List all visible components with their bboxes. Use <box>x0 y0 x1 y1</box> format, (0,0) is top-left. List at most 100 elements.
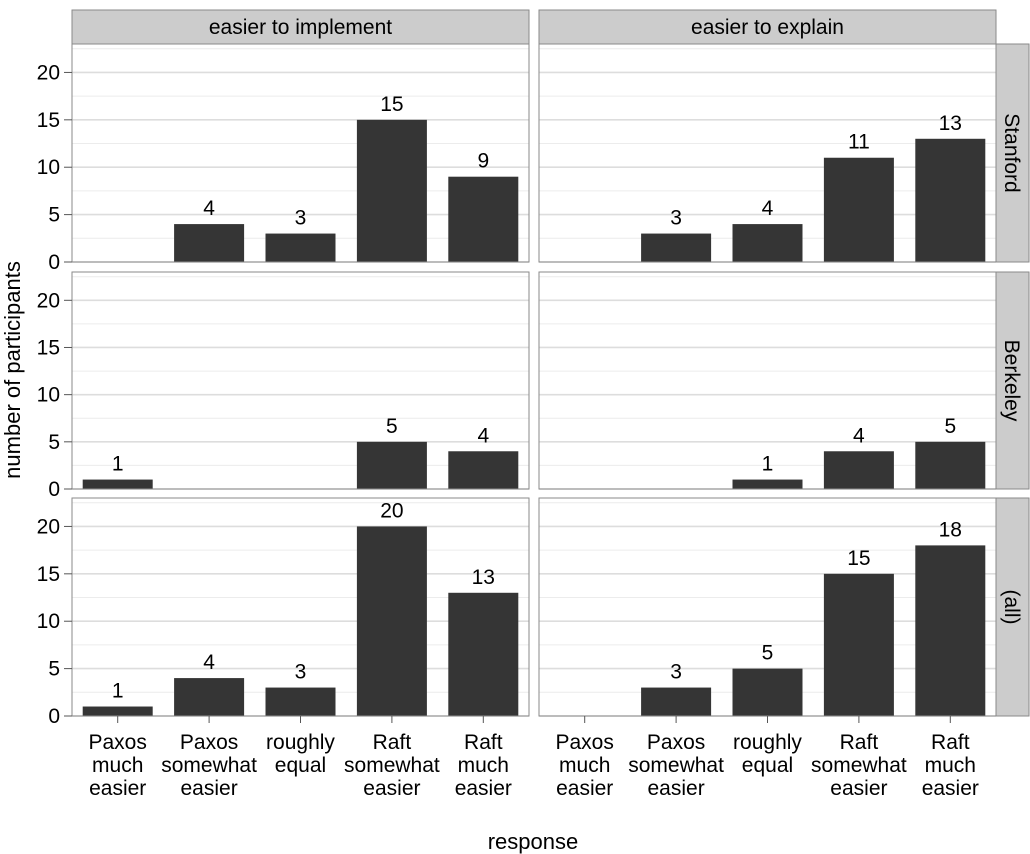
bar <box>265 233 336 262</box>
bar <box>82 706 153 716</box>
bar-value-label: 5 <box>386 415 398 438</box>
bar <box>448 176 519 262</box>
y-tick-label: 15 <box>37 563 60 586</box>
bar <box>448 451 519 489</box>
row-strip-berkeley <box>995 271 1030 490</box>
x-category-label-line: equal <box>275 754 326 777</box>
row-strip-label-stanford: Stanford <box>1000 113 1023 192</box>
x-category-label-line: roughly <box>733 731 802 754</box>
y-tick-label: 0 <box>48 251 60 274</box>
y-tick-label: 0 <box>48 705 60 728</box>
row-strip-label-berkeley: Berkeley <box>1000 340 1023 422</box>
bar <box>823 451 894 489</box>
y-tick-label: 10 <box>37 384 60 407</box>
column-strip-label-easier-to-implement: easier to implement <box>209 16 392 39</box>
bar <box>732 224 803 262</box>
y-tick-label: 20 <box>37 289 60 312</box>
bar-value-label: 20 <box>380 499 403 522</box>
x-category-label-line: roughly <box>266 731 335 754</box>
bar <box>174 224 245 262</box>
x-category-label-line: easier <box>922 777 979 800</box>
bar <box>915 545 986 716</box>
x-category-label-line: Raft <box>464 731 503 754</box>
x-category-label-line: easier <box>455 777 512 800</box>
x-category-label-line: Paxos <box>647 731 705 754</box>
bar <box>356 526 427 716</box>
bar-value-label: 3 <box>295 207 307 230</box>
x-category-label-line: much <box>458 754 509 777</box>
x-category-label-line: Raft <box>931 731 970 754</box>
bar <box>82 479 153 489</box>
bar <box>915 138 986 262</box>
y-tick-label: 20 <box>37 61 60 84</box>
bar-value-label: 13 <box>939 112 962 135</box>
bar-value-label: 4 <box>477 424 489 447</box>
x-category-label-line: much <box>92 754 143 777</box>
x-category-label: Raft much easier <box>922 731 979 800</box>
bar-value-label: 4 <box>762 197 774 220</box>
bar <box>174 678 245 716</box>
bar <box>356 119 427 263</box>
x-category-label: roughly equal <box>266 731 335 777</box>
bar-value-label: 11 <box>848 131 870 154</box>
y-tick-label: 20 <box>37 515 60 538</box>
panel-border <box>71 43 530 263</box>
bar-value-label: 13 <box>472 566 495 589</box>
x-category-label-line: equal <box>742 754 793 777</box>
x-category-label-line: Paxos <box>89 731 147 754</box>
x-category-label-line: easier <box>180 777 237 800</box>
x-category-label: Raft somewhat easier <box>811 731 907 800</box>
bar <box>823 573 894 716</box>
y-tick-label: 5 <box>48 658 60 681</box>
x-category-label-line: easier <box>363 777 420 800</box>
x-category-label-line: easier <box>830 777 887 800</box>
x-category-label: roughly equal <box>733 731 802 777</box>
panel-border <box>538 43 997 263</box>
bar <box>915 441 986 489</box>
bar-value-label: 3 <box>670 661 682 684</box>
bar-value-label: 3 <box>670 207 682 230</box>
bar-value-label: 1 <box>112 680 124 703</box>
y-tick-label: 10 <box>37 610 60 633</box>
x-category-label-line: easier <box>89 777 146 800</box>
bar-value-label: 5 <box>762 642 774 665</box>
bar <box>265 687 336 716</box>
x-category-label: Paxos much easier <box>556 731 614 800</box>
bar-value-label: 4 <box>203 651 215 674</box>
bar <box>356 441 427 489</box>
x-category-label: Paxos somewhat easier <box>628 731 724 800</box>
x-category-label-line: somewhat <box>811 754 907 777</box>
y-tick-label: 15 <box>37 336 60 359</box>
panel-border <box>71 271 530 490</box>
x-category-label-line: Raft <box>840 731 879 754</box>
x-category-label-line: easier <box>556 777 613 800</box>
x-category-label: Raft much easier <box>455 731 512 800</box>
bar-value-label: 1 <box>112 453 124 476</box>
x-category-label-line: Paxos <box>556 731 614 754</box>
x-category-label-line: easier <box>647 777 704 800</box>
bar-value-label: 15 <box>847 547 870 570</box>
x-category-label-line: Paxos <box>180 731 238 754</box>
panel-border <box>538 271 997 490</box>
bar <box>641 687 712 716</box>
bar-value-label: 4 <box>853 424 865 447</box>
bar <box>823 157 894 262</box>
y-tick-label: 0 <box>48 478 60 501</box>
bar-value-label: 4 <box>203 197 215 220</box>
bar-value-label: 9 <box>477 150 489 173</box>
bar <box>732 479 803 489</box>
x-category-label: Paxos much easier <box>89 731 147 800</box>
y-tick-label: 15 <box>37 109 60 132</box>
column-strip-easier-to-implement <box>71 9 530 45</box>
column-strip-label-easier-to-explain: easier to explain <box>691 16 844 39</box>
bar <box>448 592 519 716</box>
x-category-label-line: Raft <box>373 731 412 754</box>
y-axis-title: number of participants <box>0 261 25 479</box>
x-axis-title: response <box>488 829 579 854</box>
y-tick-label: 5 <box>48 431 60 454</box>
row-strip-all <box>995 497 1030 717</box>
row-strip-stanford <box>995 43 1030 263</box>
bar-value-label: 5 <box>944 415 956 438</box>
bar-value-label: 15 <box>380 93 403 116</box>
